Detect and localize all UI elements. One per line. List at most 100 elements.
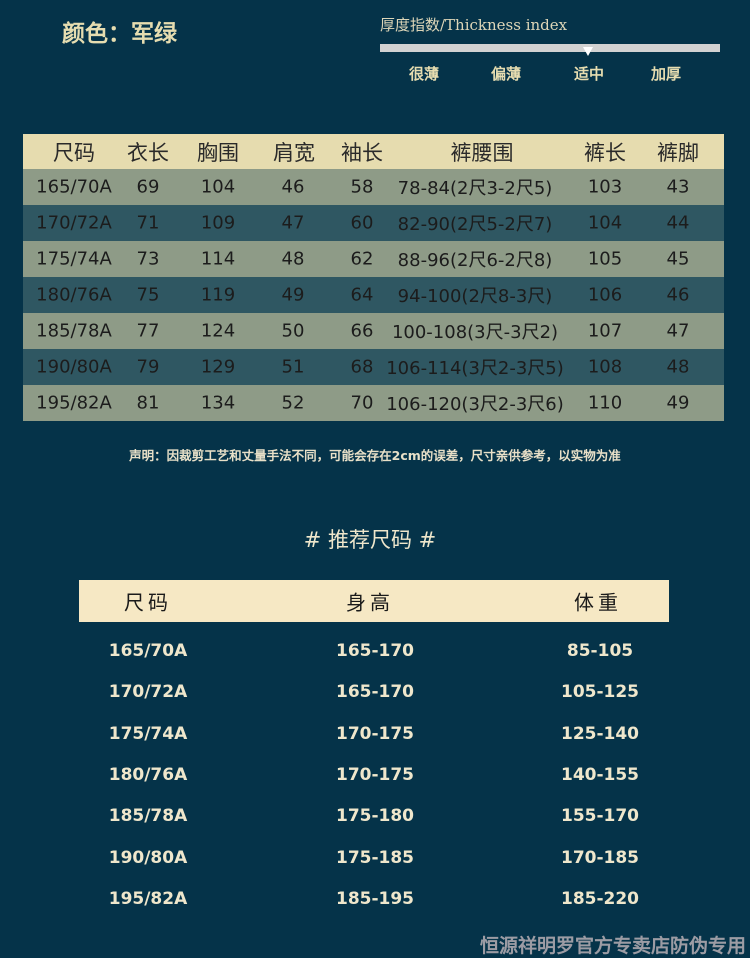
table-cell: 170/72A bbox=[108, 682, 188, 703]
table-cell: 180/76A bbox=[36, 284, 112, 306]
table-cell: 43 bbox=[666, 176, 690, 198]
table-cell: 尺码 bbox=[53, 140, 95, 165]
table-row: 195/82A 81 134 52 70 106-120(3尺2-3尺6) 110 49 bbox=[23, 385, 724, 421]
table-cell: 140-155 bbox=[560, 764, 640, 785]
table-cell: 105 bbox=[587, 248, 623, 270]
table-row: 175/74A 73 114 48 62 88-96(2尺6-2尺8) 105 45 bbox=[23, 241, 724, 277]
table-cell: 胸围 bbox=[197, 140, 239, 165]
table-cell: 190/80A bbox=[36, 356, 112, 378]
color-label: 颜色：军绿 bbox=[62, 20, 177, 47]
table-cell: 袖长 bbox=[341, 140, 383, 165]
table-row: 190/80A 79 129 51 68 106-114(3尺2-3尺5) 108 48 bbox=[23, 349, 724, 385]
table-cell: 79 bbox=[136, 356, 160, 378]
table-cell: 裤脚 bbox=[657, 140, 699, 165]
table-row: 165/70A 69 104 46 58 78-84(2尺3-2尺5) 103 43 bbox=[23, 169, 724, 205]
table-cell: 110 bbox=[587, 392, 623, 414]
table-cell: 195/82A bbox=[108, 888, 188, 909]
table-cell: 106-120(3尺2-3尺6) bbox=[386, 394, 564, 415]
table-cell: 165/70A bbox=[36, 176, 112, 198]
table-cell: 85-105 bbox=[566, 641, 634, 661]
recommend-row: 165/70A 165-170 85-105 bbox=[0, 641, 750, 661]
thickness-level: 很薄 bbox=[408, 65, 439, 83]
table-cell: 裤长 bbox=[584, 140, 626, 165]
table-cell: 124 bbox=[200, 320, 236, 342]
table-cell: 81 bbox=[136, 392, 160, 414]
table-cell: 165-170 bbox=[335, 682, 415, 703]
table-cell: 108 bbox=[587, 356, 623, 378]
table-header: 尺码 衣长 胸围 肩宽 袖长 裤腰围 裤长 裤脚 bbox=[23, 134, 724, 169]
table-cell: 185/78A bbox=[108, 806, 188, 827]
table-cell: 66 bbox=[350, 320, 374, 342]
thickness-label: 厚度指数/Thickness index bbox=[380, 16, 568, 34]
table-cell: 170-175 bbox=[335, 764, 415, 785]
table-cell: 82-90(2尺5-2尺7) bbox=[397, 214, 553, 235]
table-cell: 106 bbox=[587, 284, 623, 306]
table-cell: 170-185 bbox=[560, 847, 640, 868]
table-cell: 175-180 bbox=[335, 806, 415, 827]
table-cell: 94-100(2尺8-3尺) bbox=[397, 286, 553, 307]
table-cell: 170-175 bbox=[335, 723, 415, 744]
table-cell: 47 bbox=[281, 212, 305, 234]
table-row: 185/78A 77 124 50 66 100-108(3尺-3尺2) 107 47 bbox=[23, 313, 724, 349]
table-cell: 71 bbox=[136, 212, 160, 234]
table-cell: 165-170 bbox=[335, 641, 415, 661]
recommend-row: 170/72A 165-170 105-125 bbox=[0, 682, 750, 702]
table-cell: 70 bbox=[350, 392, 374, 414]
table-cell: 180/76A bbox=[108, 764, 188, 785]
table-cell: 119 bbox=[200, 284, 236, 306]
table-cell: 50 bbox=[281, 320, 305, 342]
table-cell: 46 bbox=[281, 176, 305, 198]
recommend-row: 190/80A 175-185 170-185 bbox=[0, 848, 750, 868]
disclaimer: 声明：因裁剪工艺和丈量手法不同，可能会存在2cm的误差，尺寸亲供参考，以实物为准 bbox=[129, 448, 621, 463]
table-cell: 47 bbox=[666, 320, 690, 342]
size-table: 尺码 衣长 胸围 肩宽 袖长 裤腰围 裤长 裤脚 165/70A 69 104 46 58 78-84(2… bbox=[23, 134, 724, 421]
table-cell: 107 bbox=[587, 320, 623, 342]
table-cell: 77 bbox=[136, 320, 160, 342]
recommend-header: 尺码 身高 体重 bbox=[79, 580, 669, 622]
recommend-title: # 推荐尺码 # bbox=[303, 528, 437, 552]
thickness-marker-icon bbox=[583, 47, 593, 56]
table-cell: 44 bbox=[666, 212, 690, 234]
table-cell: 62 bbox=[350, 248, 374, 270]
recommend-row: 185/78A 175-180 155-170 bbox=[0, 806, 750, 826]
table-row: 170/72A 71 109 47 60 82-90(2尺5-2尺7) 104 44 bbox=[23, 205, 724, 241]
header-cell: 身高 bbox=[346, 590, 394, 615]
table-cell: 104 bbox=[200, 176, 236, 198]
recommend-row: 175/74A 170-175 125-140 bbox=[0, 724, 750, 744]
table-cell: 155-170 bbox=[560, 806, 640, 827]
watermark: 恒源祥明罗官方专卖店防伪专用 bbox=[479, 935, 746, 957]
table-cell: 100-108(3尺-3尺2) bbox=[391, 322, 559, 343]
table-cell: 肩宽 bbox=[273, 140, 315, 165]
table-cell: 105-125 bbox=[560, 682, 640, 703]
table-cell: 75 bbox=[136, 284, 160, 306]
table-cell: 109 bbox=[200, 212, 236, 234]
table-cell: 175-185 bbox=[335, 847, 415, 868]
table-cell: 裤腰围 bbox=[450, 140, 514, 165]
table-cell: 64 bbox=[350, 284, 374, 306]
table-cell: 175/74A bbox=[36, 248, 112, 270]
table-cell: 48 bbox=[666, 356, 690, 378]
table-cell: 190/80A bbox=[108, 847, 188, 868]
table-cell: 185-195 bbox=[335, 888, 415, 909]
thickness-level: 适中 bbox=[573, 65, 604, 83]
header-cell: 尺码 bbox=[124, 590, 172, 615]
table-cell: 51 bbox=[281, 356, 305, 378]
thickness-level: 偏薄 bbox=[490, 65, 521, 83]
table-cell: 195/82A bbox=[36, 392, 112, 414]
table-cell: 104 bbox=[587, 212, 623, 234]
table-cell: 69 bbox=[136, 176, 160, 198]
table-cell: 114 bbox=[200, 248, 236, 270]
table-cell: 48 bbox=[281, 248, 305, 270]
table-cell: 78-84(2尺3-2尺5) bbox=[397, 178, 553, 199]
table-cell: 106-114(3尺2-3尺5) bbox=[386, 358, 564, 379]
table-cell: 134 bbox=[200, 392, 236, 414]
table-cell: 129 bbox=[200, 356, 236, 378]
thickness-level: 加厚 bbox=[650, 65, 681, 83]
table-row: 180/76A 75 119 49 64 94-100(2尺8-3尺) 106 46 bbox=[23, 277, 724, 313]
table-cell: 73 bbox=[136, 248, 160, 270]
table-cell: 45 bbox=[666, 248, 690, 270]
table-cell: 170/72A bbox=[36, 212, 112, 234]
header-cell: 体重 bbox=[574, 590, 622, 615]
recommend-row: 195/82A 185-195 185-220 bbox=[0, 889, 750, 909]
table-cell: 58 bbox=[350, 176, 374, 198]
